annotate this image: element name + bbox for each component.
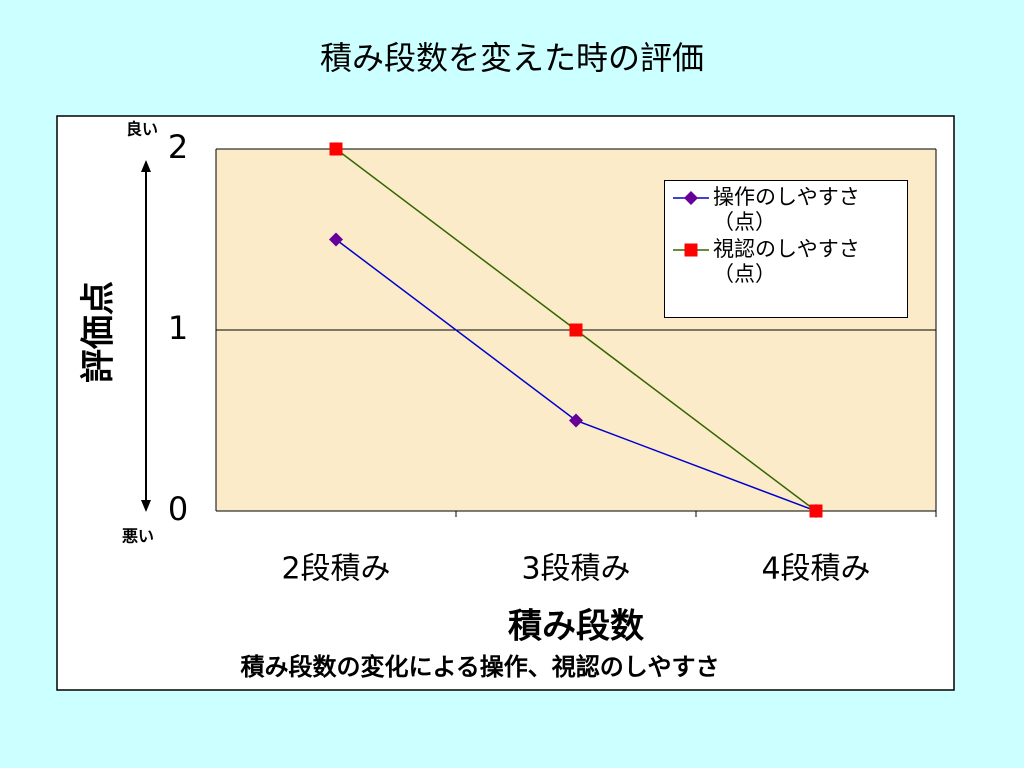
x-tick-label: 4段積み — [761, 552, 870, 587]
legend-swatch — [673, 191, 709, 205]
x-tick-label: 3段積み — [521, 552, 630, 587]
y-tick-label: 0 — [168, 490, 188, 528]
legend-label: 視認のしやすさ（点） — [713, 237, 860, 286]
annotation-top: 良い — [126, 120, 158, 139]
marker — [329, 142, 343, 156]
legend-swatch — [673, 243, 709, 257]
x-axis-title: 積み段数 — [508, 607, 644, 647]
legend-label: 操作のしやすさ（点） — [713, 185, 860, 234]
y-tick-label: 1 — [168, 309, 188, 347]
marker — [569, 323, 583, 337]
legend-item: 視認のしやすさ（点） — [669, 237, 903, 287]
annotation-bottom: 悪い — [122, 527, 154, 546]
y-axis-title: 評価点 — [79, 281, 119, 383]
legend: 操作のしやすさ（点） 視認のしやすさ（点） — [664, 180, 908, 318]
legend-marker — [684, 191, 698, 205]
marker — [809, 504, 823, 518]
marker — [569, 413, 583, 428]
chart-title: 積み段数を変えた時の評価 — [320, 39, 704, 77]
marker — [329, 232, 343, 247]
y-tick-label: 2 — [168, 128, 188, 166]
legend-marker — [684, 243, 698, 257]
x-tick-label: 2段積み — [281, 552, 390, 587]
legend-item: 操作のしやすさ（点） — [669, 185, 903, 235]
caption: 積み段数の変化による操作、視認のしやすさ — [240, 653, 719, 681]
